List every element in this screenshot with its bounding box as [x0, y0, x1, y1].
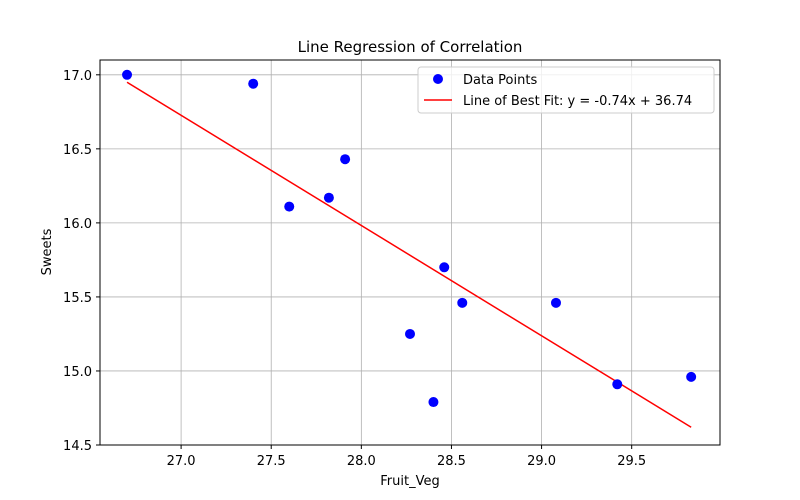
- regression-line: [126, 81, 692, 428]
- y-axis-label: Sweets: [40, 228, 55, 275]
- data-point: [248, 78, 259, 89]
- legend: Data Points Line of Best Fit: y = -0.74x…: [417, 66, 715, 114]
- legend-box: [417, 66, 715, 114]
- legend-label-best-fit: Line of Best Fit: y = -0.74x + 36.74: [463, 94, 692, 109]
- data-point: [612, 379, 623, 390]
- y-tick-label: 15.5: [63, 291, 92, 306]
- x-tick-label: 27.0: [167, 454, 196, 469]
- y-tick-label: 16.5: [63, 143, 92, 158]
- data-point: [405, 328, 415, 339]
- chart-title: Line Regression of Correlation: [298, 38, 523, 56]
- data-point: [428, 397, 439, 408]
- y-tick-label: 15.0: [63, 365, 92, 380]
- data-point: [122, 69, 133, 80]
- y-tick-label: 16.0: [63, 217, 92, 232]
- data-point: [457, 297, 468, 308]
- data-point: [439, 262, 450, 273]
- x-tick-label: 29.5: [617, 454, 646, 469]
- data-point: [550, 297, 561, 308]
- grid: [100, 60, 720, 446]
- data-point: [340, 154, 351, 165]
- x-tick-label: 28.5: [437, 454, 466, 469]
- data-point: [284, 201, 295, 212]
- axis-ticks: 27.0 27.5 28.0 28.5 29.0 29.5 14.5 15.0 15.5 16.0…: [63, 69, 646, 469]
- y-tick-label: 14.5: [63, 439, 92, 454]
- y-tick-label: 17.0: [63, 69, 92, 84]
- x-axis-label: Fruit_Veg: [380, 474, 439, 489]
- data-point: [323, 192, 334, 203]
- x-tick-label: 27.5: [257, 454, 286, 469]
- x-tick-label: 29.0: [527, 454, 556, 469]
- legend-marker-data-points: [433, 74, 443, 84]
- data-points-layer: [122, 69, 697, 408]
- x-tick-label: 28.0: [347, 454, 376, 469]
- regression-line-layer: [126, 81, 692, 428]
- data-point: [686, 371, 697, 382]
- legend-label-data-points: Data Points: [463, 73, 537, 88]
- plot-frame: [99, 59, 721, 446]
